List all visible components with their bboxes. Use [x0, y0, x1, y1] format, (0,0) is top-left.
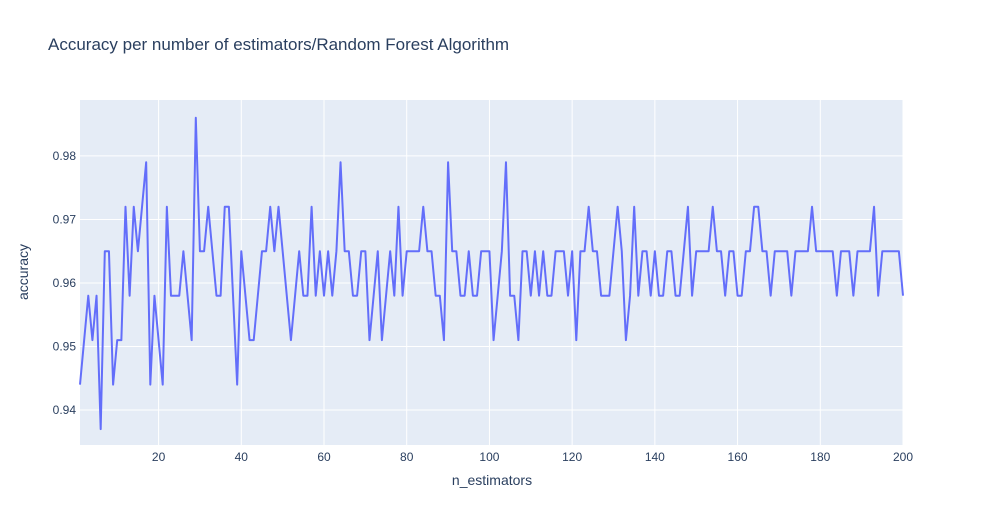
- x-tick-label: 180: [810, 450, 830, 464]
- x-tick-label: 160: [728, 450, 748, 464]
- x-tick-label: 120: [562, 450, 582, 464]
- x-tick-label: 140: [645, 450, 665, 464]
- x-tick-label: 200: [893, 450, 913, 464]
- plot-area: [80, 100, 903, 445]
- x-tick-label: 20: [152, 450, 166, 464]
- y-tick-label: 0.98: [53, 149, 77, 163]
- x-axis-ticks: 20 40 60 80 100 120 140 160 180 200: [152, 450, 913, 464]
- x-tick-label: 60: [317, 450, 331, 464]
- x-tick-label: 80: [400, 450, 414, 464]
- y-axis-ticks: 0.94 0.95 0.96 0.97 0.98: [53, 149, 77, 417]
- y-axis-title: accuracy: [15, 244, 31, 300]
- y-tick-label: 0.95: [53, 340, 77, 354]
- x-tick-label: 100: [479, 450, 499, 464]
- chart-title: Accuracy per number of estimators/Random…: [48, 35, 509, 54]
- y-tick-label: 0.97: [53, 212, 77, 226]
- y-tick-label: 0.96: [53, 276, 77, 290]
- y-tick-label: 0.94: [53, 403, 77, 417]
- accuracy-series-line: [79, 116, 904, 431]
- x-tick-label: 40: [235, 450, 249, 464]
- x-axis-title: n_estimators: [452, 472, 532, 488]
- data-series: [79, 116, 904, 431]
